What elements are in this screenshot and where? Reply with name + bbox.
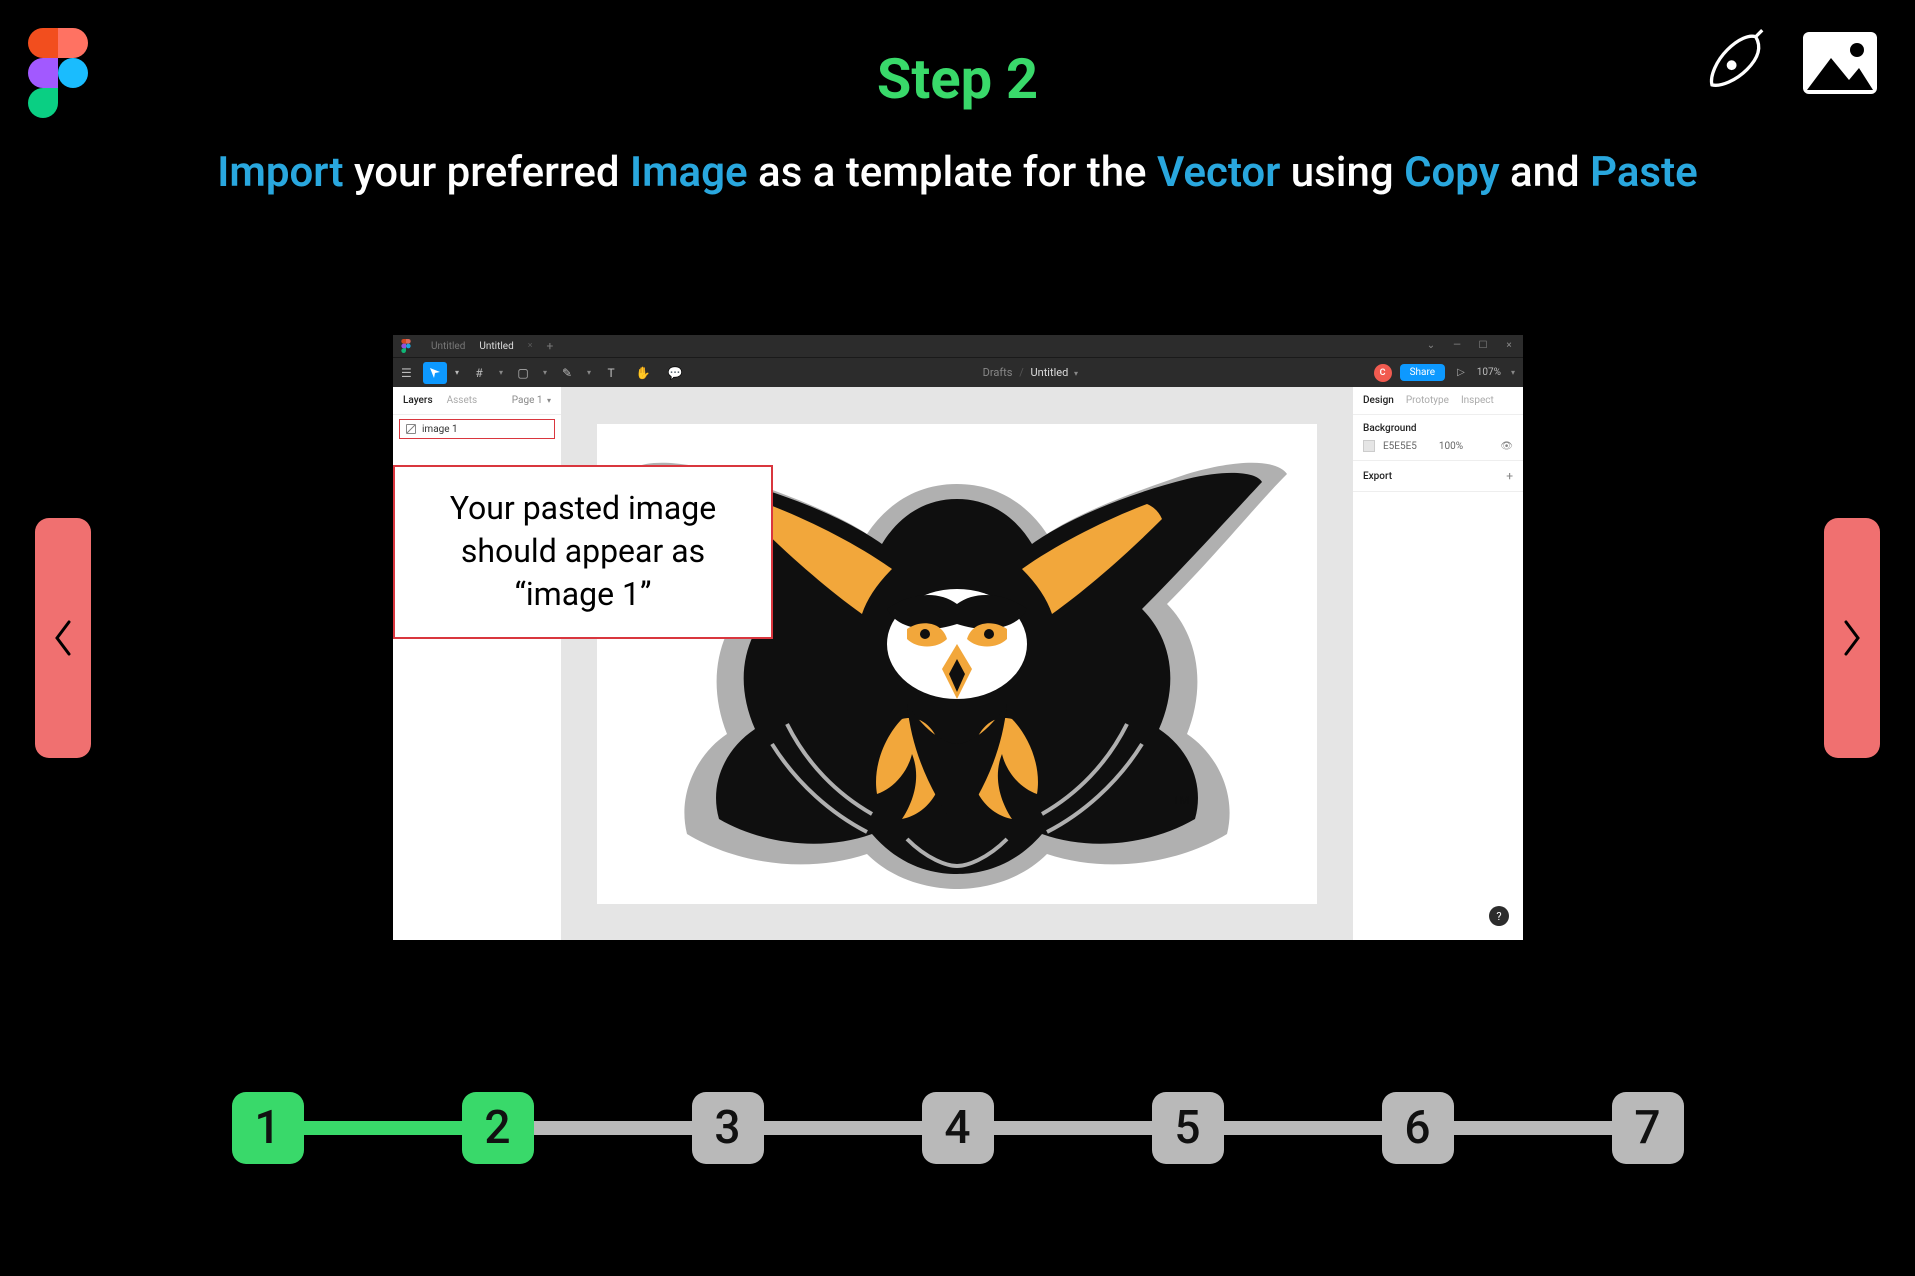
prev-button[interactable] xyxy=(35,518,91,758)
step-4[interactable]: 4 xyxy=(922,1092,994,1164)
text-tool[interactable]: T xyxy=(599,362,623,384)
step-6[interactable]: 6 xyxy=(1382,1092,1454,1164)
step-connector xyxy=(1224,1121,1382,1135)
layer-name: image 1 xyxy=(422,424,458,435)
comment-tool[interactable]: 💬 xyxy=(663,362,687,384)
breadcrumb[interactable]: Drafts / Untitled ▾ xyxy=(983,366,1078,379)
export-label: Export xyxy=(1363,471,1392,482)
tab-new-icon[interactable]: + xyxy=(547,339,554,353)
window-chevron-icon[interactable]: ⌄ xyxy=(1425,340,1437,352)
step-3[interactable]: 3 xyxy=(692,1092,764,1164)
figma-toolbar: ☰ ▾ # ▾ ▢ ▾ ✎ ▾ T ✋ 💬 Drafts / Untitled … xyxy=(393,357,1523,387)
page-title: Step 2 xyxy=(0,46,1915,112)
shape-tool-chevron-icon[interactable]: ▾ xyxy=(543,368,547,377)
instruction: Import your preferred Image as a templat… xyxy=(0,148,1915,197)
inspect-tab[interactable]: Inspect xyxy=(1461,395,1494,406)
export-add-icon[interactable]: + xyxy=(1506,469,1513,483)
menu-icon[interactable]: ☰ xyxy=(401,366,415,380)
step-connector xyxy=(304,1121,462,1135)
page-label: Page 1 xyxy=(512,395,543,406)
next-button[interactable] xyxy=(1824,518,1880,758)
assets-tab[interactable]: Assets xyxy=(447,395,478,406)
figma-right-panel: Design Prototype Inspect Background E5E5… xyxy=(1353,387,1523,940)
breadcrumb-chevron-icon: ▾ xyxy=(1074,369,1078,378)
shape-tool[interactable]: ▢ xyxy=(511,362,535,384)
step-connector xyxy=(534,1121,692,1135)
background-value[interactable]: E5E5E5 xyxy=(1383,441,1417,452)
move-tool-chevron-icon[interactable]: ▾ xyxy=(455,368,459,377)
zoom-value[interactable]: 107% xyxy=(1477,367,1501,378)
layer-image-1[interactable]: image 1 xyxy=(399,419,555,439)
layers-tab[interactable]: Layers xyxy=(403,395,433,406)
page-chevron-icon: ▾ xyxy=(547,396,551,405)
window-close-icon[interactable]: × xyxy=(1503,340,1515,352)
instruction-segment: Import xyxy=(217,148,343,197)
instruction-segment: as a template for the xyxy=(748,148,1157,197)
window-minimize-icon[interactable]: — xyxy=(1451,340,1463,352)
breadcrumb-parent: Drafts xyxy=(983,366,1013,379)
visibility-icon[interactable]: 👁 xyxy=(1500,441,1513,452)
pen-tool-chevron-icon[interactable]: ▾ xyxy=(587,368,591,377)
instruction-segment: Image xyxy=(630,148,748,197)
step-connector xyxy=(764,1121,922,1135)
instruction-segment: using xyxy=(1280,148,1404,197)
frame-tool-chevron-icon[interactable]: ▾ xyxy=(499,368,503,377)
pen-tool[interactable]: ✎ xyxy=(555,362,579,384)
background-opacity[interactable]: 100% xyxy=(1439,441,1463,452)
step-connector xyxy=(1454,1121,1612,1135)
step-5[interactable]: 5 xyxy=(1152,1092,1224,1164)
breadcrumb-doc: Untitled xyxy=(1030,366,1068,379)
background-swatch[interactable] xyxy=(1363,440,1375,452)
move-tool[interactable] xyxy=(423,362,447,384)
figma-logo-small-icon xyxy=(401,339,411,353)
frame-tool[interactable]: # xyxy=(467,362,491,384)
layer-image-icon xyxy=(406,424,416,434)
step-connector xyxy=(994,1121,1152,1135)
tm-label: TM xyxy=(1172,793,1189,807)
prototype-tab[interactable]: Prototype xyxy=(1406,395,1449,406)
stepper: 1 2 3 4 5 6 7 xyxy=(0,1092,1915,1164)
zoom-chevron-icon[interactable]: ▾ xyxy=(1511,368,1515,377)
avatar[interactable]: C xyxy=(1374,364,1392,382)
tab-untitled-1[interactable]: Untitled xyxy=(431,341,465,352)
instruction-segment: Paste xyxy=(1590,148,1698,197)
tab-untitled-2[interactable]: Untitled xyxy=(479,341,513,352)
share-button[interactable]: Share xyxy=(1400,364,1445,381)
step-2[interactable]: 2 xyxy=(462,1092,534,1164)
instruction-segment: Vector xyxy=(1157,148,1280,197)
callout: Your pasted image should appear as “imag… xyxy=(393,465,773,639)
play-icon[interactable]: ▷ xyxy=(1457,367,1465,378)
step-7[interactable]: 7 xyxy=(1612,1092,1684,1164)
window-maximize-icon[interactable]: ☐ xyxy=(1477,340,1489,352)
help-icon[interactable]: ? xyxy=(1489,906,1509,926)
design-tab[interactable]: Design xyxy=(1363,395,1394,406)
figma-titlebar: Untitled Untitled × + ⌄ — ☐ × xyxy=(393,335,1523,357)
step-1[interactable]: 1 xyxy=(232,1092,304,1164)
hand-tool[interactable]: ✋ xyxy=(631,362,655,384)
instruction-segment: your preferred xyxy=(344,148,630,197)
background-label: Background xyxy=(1363,423,1513,434)
page-selector[interactable]: Page 1 ▾ xyxy=(512,395,551,406)
tab-close-icon[interactable]: × xyxy=(528,341,533,351)
instruction-segment: Copy xyxy=(1404,148,1499,197)
instruction-segment: and xyxy=(1500,148,1591,197)
